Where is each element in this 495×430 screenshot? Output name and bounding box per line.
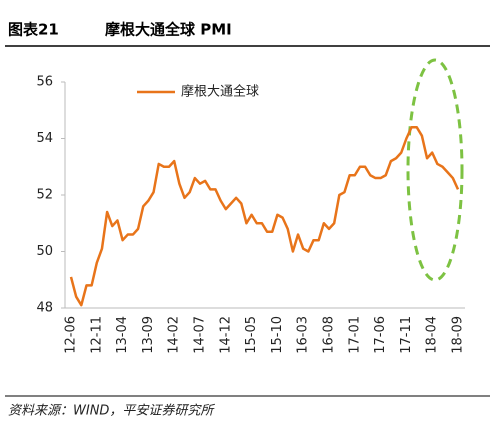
- x-tick-label: 12-06: [64, 316, 79, 354]
- x-tick-label: 15-10: [270, 316, 285, 354]
- figure-label: 图表21: [8, 21, 59, 39]
- x-tick-label: 16-08: [322, 316, 337, 354]
- series-line: [69, 125, 460, 307]
- chart-title: 摩根大通全球 PMI: [105, 21, 232, 39]
- x-tick-label: 16-03: [296, 316, 311, 354]
- highlight-ellipse: [406, 58, 464, 282]
- x-tick-label: 14-12: [218, 316, 233, 354]
- x-tick-label: 12-11: [89, 316, 104, 354]
- x-tick-label: 17-11: [399, 316, 414, 354]
- y-tick-label: 54: [36, 131, 53, 146]
- y-tick-label: 50: [36, 244, 53, 259]
- legend-label: 摩根大通全球: [181, 84, 259, 100]
- x-tick-label: 18-09: [451, 316, 466, 354]
- y-tick-label: 56: [36, 75, 53, 90]
- source: 资料来源：WIND，平安证券研究所: [8, 403, 215, 419]
- x-tick-label: 15-05: [244, 316, 259, 354]
- x-tick-label: 17-06: [373, 316, 388, 354]
- x-tick-label: 13-04: [115, 316, 130, 354]
- x-tick-label: 13-09: [141, 316, 156, 354]
- x-tick-label: 18-04: [425, 316, 440, 354]
- x-tick-label: 17-01: [347, 316, 362, 354]
- x-tick-label: 14-07: [193, 316, 208, 354]
- y-tick-label: 48: [36, 301, 53, 316]
- y-tick-label: 52: [36, 188, 53, 203]
- x-tick-label: 14-02: [167, 316, 182, 354]
